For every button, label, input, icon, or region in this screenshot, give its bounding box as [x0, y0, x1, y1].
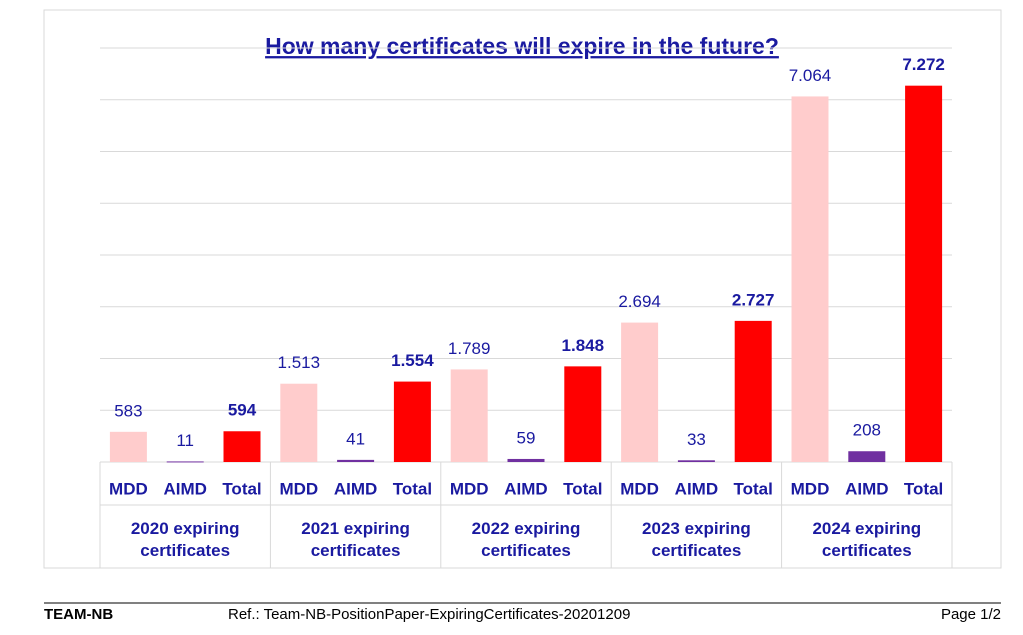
- value-label: 7.272: [902, 55, 945, 74]
- series-label: AIMD: [504, 479, 547, 498]
- value-label: 33: [687, 430, 706, 449]
- series-label: Total: [563, 479, 602, 498]
- series-label: AIMD: [845, 479, 888, 498]
- value-label: 59: [517, 428, 536, 447]
- series-label: Total: [393, 479, 432, 498]
- bar: [450, 369, 488, 462]
- chart-frame: [43, 9, 1002, 569]
- bar: [848, 451, 886, 462]
- value-label: 1.554: [391, 351, 434, 370]
- bar: [564, 366, 602, 462]
- series-label: AIMD: [334, 479, 377, 498]
- series-label: MDD: [791, 479, 830, 498]
- footer-right: Page 1/2: [940, 606, 1001, 623]
- series-label: MDD: [279, 479, 318, 498]
- value-label: 594: [228, 401, 257, 420]
- bar: [507, 458, 545, 462]
- value-label: 7.064: [789, 66, 832, 85]
- group-label: 2022 expiring certificates: [471, 519, 581, 560]
- value-label: 2.727: [732, 290, 775, 309]
- bar: [166, 461, 204, 463]
- bar: [734, 320, 772, 462]
- series-label: Total: [904, 479, 943, 498]
- value-label: 1.513: [278, 353, 321, 372]
- footer-center: Ref.: Team-NB-PositionPaper-ExpiringCert…: [228, 606, 631, 623]
- bar: [677, 460, 715, 462]
- value-label: 41: [346, 429, 365, 448]
- value-label: 11: [176, 431, 194, 450]
- bar: [109, 431, 147, 462]
- value-label: 583: [114, 401, 142, 420]
- bar: [905, 85, 943, 462]
- value-label: 2.694: [618, 292, 661, 311]
- series-label: MDD: [109, 479, 148, 498]
- series-label: AIMD: [675, 479, 718, 498]
- bar: [337, 459, 375, 462]
- bar: [621, 322, 659, 462]
- group-label: 2021 expiring certificates: [301, 519, 410, 560]
- footer-left: TEAM-NB: [44, 606, 114, 623]
- series-label: AIMD: [163, 479, 206, 498]
- value-label: 1.789: [448, 339, 491, 358]
- series-label: Total: [734, 479, 773, 498]
- chart-title: How many certificates will expire in the…: [265, 33, 779, 59]
- series-label: MDD: [450, 479, 489, 498]
- bar: [280, 383, 318, 462]
- group-label: 2024 expiring certificates: [812, 519, 922, 560]
- group-label: 2023 expiring certificates: [642, 519, 751, 560]
- series-label: MDD: [620, 479, 659, 498]
- group-label: 2020 expiring certificates: [130, 519, 240, 560]
- bar: [393, 381, 431, 462]
- series-label: Total: [222, 479, 261, 498]
- value-label: 1.848: [562, 336, 605, 355]
- value-label: 208: [853, 421, 881, 440]
- bar: [223, 431, 261, 462]
- bar: [791, 96, 829, 463]
